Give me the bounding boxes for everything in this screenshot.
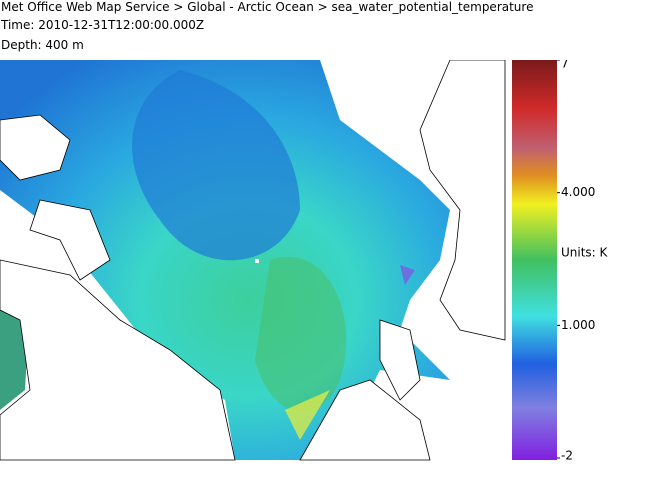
land xyxy=(0,60,506,461)
map-view: 7 4.000 1.000 -2 Units: K xyxy=(0,60,609,463)
depth: Depth: 400 m xyxy=(1,38,84,52)
legend-tick-label: 7 xyxy=(561,60,569,71)
colorbar xyxy=(512,60,557,460)
title: Met Office Web Map Service > Global - Ar… xyxy=(1,0,534,14)
legend-tick-label: 1.000 xyxy=(561,318,595,332)
time: Time: 2010-12-31T12:00:00.000Z xyxy=(1,18,205,32)
legend-units: Units: K xyxy=(561,246,609,260)
legend-tick-label: 4.000 xyxy=(561,185,595,199)
legend-tick-label: -2 xyxy=(561,449,573,463)
ocean xyxy=(0,60,450,460)
marker xyxy=(255,259,259,263)
